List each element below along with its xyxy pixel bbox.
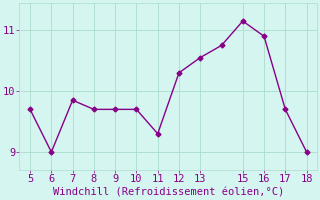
X-axis label: Windchill (Refroidissement éolien,°C): Windchill (Refroidissement éolien,°C) xyxy=(53,187,284,197)
